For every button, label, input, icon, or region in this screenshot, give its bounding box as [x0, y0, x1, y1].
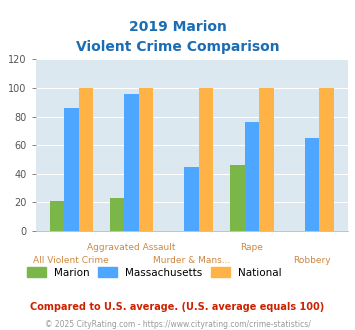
Bar	[139, 88, 153, 231]
Text: 2019 Marion: 2019 Marion	[129, 20, 226, 34]
Bar	[199, 88, 213, 231]
Bar	[64, 108, 78, 231]
Text: Violent Crime Comparison: Violent Crime Comparison	[76, 40, 279, 53]
Bar	[230, 165, 245, 231]
Legend: Marion, Massachusetts, National: Marion, Massachusetts, National	[23, 263, 286, 282]
Bar	[185, 167, 199, 231]
Text: Aggravated Assault: Aggravated Assault	[87, 243, 176, 251]
Bar	[124, 94, 139, 231]
Bar	[245, 122, 259, 231]
Bar	[50, 201, 64, 231]
Text: Robbery: Robbery	[293, 256, 331, 265]
Bar	[305, 138, 319, 231]
Text: All Violent Crime: All Violent Crime	[33, 256, 109, 265]
Bar	[259, 88, 274, 231]
Text: © 2025 CityRating.com - https://www.cityrating.com/crime-statistics/: © 2025 CityRating.com - https://www.city…	[45, 320, 310, 329]
Text: Compared to U.S. average. (U.S. average equals 100): Compared to U.S. average. (U.S. average …	[31, 302, 324, 312]
Bar	[78, 88, 93, 231]
Bar	[110, 198, 124, 231]
Bar	[319, 88, 334, 231]
Text: Murder & Mans...: Murder & Mans...	[153, 256, 230, 265]
Text: Rape: Rape	[240, 243, 263, 251]
